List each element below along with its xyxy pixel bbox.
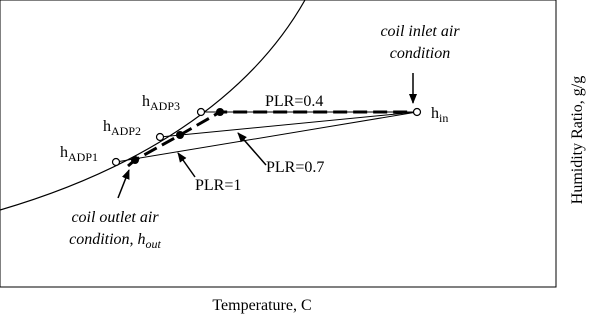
adp1-label: hADP1 <box>60 144 98 164</box>
inlet-label: condition <box>390 45 450 62</box>
dashed-path <box>127 110 417 168</box>
x-axis-label: Temperature, C <box>212 297 311 314</box>
adp2-label: hADP2 <box>103 118 141 138</box>
adp-points <box>111 107 422 167</box>
inlet-label: coil inlet air <box>380 23 460 40</box>
arrows <box>117 73 417 199</box>
adp3-label: hADP3 <box>142 93 180 113</box>
outlet-label: coil outlet air <box>71 209 159 226</box>
h-in-label: hin <box>431 105 448 125</box>
outlet-label: condition, hout <box>69 231 161 251</box>
plr-label: PLR=0.7 <box>266 159 324 176</box>
plr-label: PLR=1 <box>195 177 241 194</box>
outlet-points <box>131 108 224 164</box>
y-axis-label: Humidity Ratio, g/g <box>569 76 586 204</box>
plr-label: PLR=0.4 <box>265 93 323 110</box>
plot-frame <box>0 0 557 288</box>
